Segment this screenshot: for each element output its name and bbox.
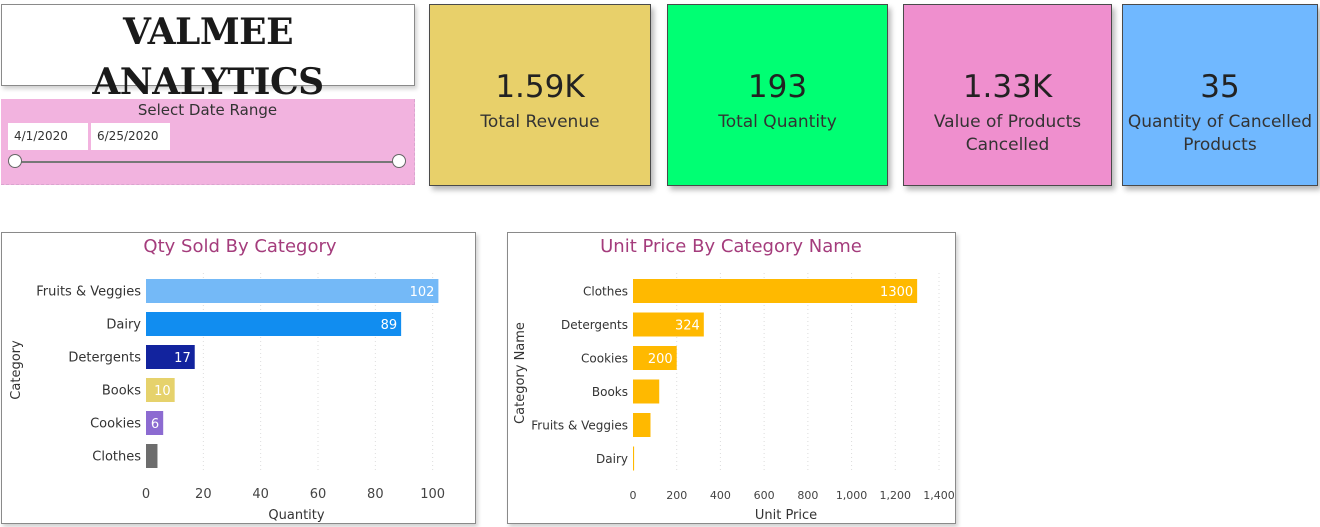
x-tick-label: 800: [797, 489, 818, 502]
unit-price-by-category-svg: Unit Price By Category Name 0 200 400 600 800…: [513, 236, 955, 523]
chart-title: Unit Price By Category Name: [600, 236, 862, 257]
x-tick-label: 200: [666, 489, 687, 502]
x-tick-label: 0: [142, 487, 150, 502]
category-label: Dairy: [596, 452, 628, 466]
bar[interactable]: [633, 413, 651, 437]
kpi-card-total-revenue: 1.59K Total Revenue: [429, 4, 651, 186]
bar[interactable]: [633, 346, 677, 370]
chart-title: Qty Sold By Category: [143, 236, 336, 257]
kpi-card-value-cancelled: 1.33K Value of Products Cancelled: [903, 4, 1112, 186]
x-tick-label: 400: [710, 489, 731, 502]
data-label: 324: [675, 319, 700, 334]
category-label: Cookies: [581, 352, 628, 366]
data-label: 102: [410, 285, 435, 300]
category-label: Detergents: [68, 351, 141, 366]
x-tick-label: 600: [754, 489, 775, 502]
bar[interactable]: [146, 444, 158, 468]
qty-by-category-svg: Qty Sold By Category 0 20 40 60 80 100 Quantity…: [9, 236, 445, 523]
y-axis-label: Category Name: [513, 322, 528, 424]
x-tick-label: 1,200: [880, 489, 912, 502]
x-tick-label: 80: [367, 487, 384, 502]
x-axis-label: Quantity: [268, 508, 324, 523]
kpi-label: Value of Products Cancelled: [933, 112, 1082, 155]
brand-title: VALMEE ANALYTICS: [92, 11, 324, 103]
kpi-value: 1.59K: [495, 69, 585, 105]
x-tick-label: 1,400: [923, 489, 955, 502]
data-label: 1300: [880, 285, 913, 300]
date-slider-end-handle[interactable]: [392, 154, 406, 168]
x-tick-label: 20: [195, 487, 212, 502]
qty-by-category-chart: Qty Sold By Category 0 20 40 60 80 100 Quantity…: [1, 232, 476, 524]
y-axis-label: Category: [9, 340, 24, 400]
date-slider-start-handle[interactable]: [8, 154, 22, 168]
category-label: Fruits & Veggies: [531, 419, 628, 433]
end-date-input[interactable]: 6/25/2020: [91, 123, 170, 150]
kpi-value: 1.33K: [962, 69, 1053, 105]
kpi-value: 35: [1200, 69, 1240, 105]
category-label: Dairy: [106, 318, 141, 333]
category-label: Cookies: [90, 417, 141, 432]
kpi-label: Quantity of Cancelled Products: [1127, 112, 1313, 155]
x-tick-label: 40: [252, 487, 269, 502]
brand-logo: VALMEE ANALYTICS: [1, 4, 415, 103]
bar[interactable]: [146, 279, 439, 303]
data-label: 6: [151, 417, 159, 432]
bar[interactable]: [146, 411, 164, 435]
kpi-label: Total Revenue: [480, 112, 600, 132]
date-range-slicer[interactable]: Select Date Range 4/1/2020 6/25/2020: [1, 99, 415, 185]
bar[interactable]: [633, 312, 704, 337]
x-tick-label: 100: [420, 487, 445, 502]
category-label: Books: [592, 385, 628, 399]
data-label: 89: [381, 318, 398, 333]
category-label: Clothes: [583, 285, 628, 299]
category-label: Clothes: [92, 450, 141, 465]
date-range-title: Select Date Range: [137, 101, 278, 119]
bar[interactable]: [633, 379, 660, 404]
x-tick-label: 60: [310, 487, 327, 502]
kpi-label: Total Quantity: [718, 112, 837, 132]
kpi-card-total-quantity: 193 Total Quantity: [667, 4, 888, 186]
bar[interactable]: [146, 378, 175, 402]
x-axis-label: Unit Price: [755, 508, 817, 523]
x-tick-label: 0: [630, 489, 637, 502]
start-date-input[interactable]: 4/1/2020: [8, 123, 88, 150]
category-label: Detergents: [561, 318, 628, 332]
category-label: Fruits & Veggies: [36, 285, 141, 300]
category-label: Books: [102, 384, 141, 399]
data-label: 17: [174, 351, 191, 366]
data-label: 200: [648, 352, 673, 367]
x-tick-label: 1,000: [836, 489, 868, 502]
date-slider-track[interactable]: [15, 161, 399, 163]
kpi-value: 193: [747, 69, 808, 105]
bar[interactable]: [146, 345, 195, 369]
data-label: 10: [154, 384, 171, 399]
bar[interactable]: [633, 279, 918, 303]
bar[interactable]: [633, 446, 635, 471]
bar[interactable]: [146, 312, 402, 336]
kpi-card-qty-cancelled: 35 Quantity of Cancelled Products: [1122, 4, 1318, 186]
unit-price-by-category-chart: Unit Price By Category Name 0 200 400 600 800…: [507, 232, 956, 524]
